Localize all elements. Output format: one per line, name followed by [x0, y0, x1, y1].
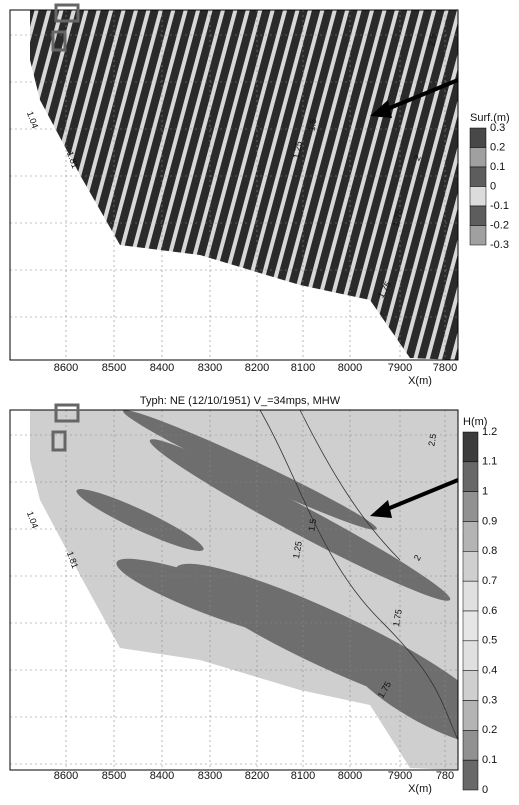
x-tick-label: 8100 [291, 362, 315, 374]
colorbar-title: H(m) [463, 416, 487, 428]
colorbar-label: 0.1 [490, 161, 505, 173]
x-tick-label: 8200 [245, 770, 269, 782]
colorbar-swatch [463, 701, 478, 731]
x-tick-label: 7900 [388, 362, 412, 374]
x-tick-label: 7800 [433, 362, 457, 374]
colorbar-swatch [463, 760, 478, 790]
contour-label: 1.5 [306, 118, 318, 132]
x-tick-label: 8300 [198, 770, 222, 782]
colorbar-label: 1.1 [482, 456, 497, 468]
colorbar-swatch [463, 522, 478, 552]
colorbar-swatch [463, 492, 478, 522]
colorbar-swatch [463, 671, 478, 701]
contour-label: 2.5 [426, 433, 438, 447]
x-tick-label: 8000 [338, 362, 362, 374]
contour-label: 2.5 [426, 33, 438, 47]
colorbar-swatch [470, 206, 486, 226]
colorbar-swatch [463, 432, 478, 462]
x-axis-label: X(m) [408, 783, 432, 795]
x-tick-label: 8600 [54, 770, 78, 782]
colorbar-label: 0.5 [482, 635, 497, 647]
colorbar-swatch [463, 581, 478, 611]
x-tick-label: 780 [436, 770, 454, 782]
colorbar-label: 1 [482, 486, 488, 498]
colorbar-label: 0.1 [482, 754, 497, 766]
colorbar-label: 0.2 [490, 141, 505, 153]
contour-label: 1.5 [306, 518, 318, 532]
figure: Typh: NE (12/10/1951) V_=34mps, MHW 8600… [0, 0, 519, 800]
colorbar-title: Surf.(m) [470, 112, 510, 124]
colorbar-swatch [463, 551, 478, 581]
colorbar-swatch [463, 462, 478, 492]
x-tick-label: 8200 [245, 362, 269, 374]
colorbar-swatch [470, 167, 486, 187]
colorbar-swatch [470, 128, 486, 148]
colorbar-swatch [463, 611, 478, 641]
colorbar-label: 0.4 [482, 665, 497, 677]
colorbar-swatch [470, 187, 486, 207]
colorbar-label: 0.9 [482, 515, 497, 527]
x-tick-label: 8400 [150, 362, 174, 374]
x-tick-label: 8300 [198, 362, 222, 374]
colorbar-swatch [463, 641, 478, 671]
colorbar-label: 0.2 [482, 724, 497, 736]
colorbar-label: -0.3 [490, 239, 509, 251]
x-tick-label: 8100 [291, 770, 315, 782]
x-axis-label: X(m) [408, 375, 432, 387]
colorbar-label: 0.6 [482, 605, 497, 617]
x-tick-label: 8000 [338, 770, 362, 782]
x-tick-label: 8500 [102, 362, 126, 374]
colorbar-label: 0 [482, 784, 488, 796]
x-tick-label: 8400 [150, 770, 174, 782]
caption: Typh: NE (12/10/1951) V_=34mps, MHW [140, 395, 341, 407]
x-tick-label: 8600 [54, 362, 78, 374]
colorbar-label: 0.7 [482, 575, 497, 587]
colorbar-label: 0 [490, 180, 496, 192]
colorbar-label: -0.1 [490, 200, 509, 212]
colorbar-swatch [463, 730, 478, 760]
colorbar-label: 0.3 [482, 694, 497, 706]
colorbar-swatch [470, 226, 486, 246]
x-tick-label: 8500 [102, 770, 126, 782]
colorbar-label: -0.2 [490, 219, 509, 231]
colorbar-swatch [470, 148, 486, 168]
x-tick-label: 7900 [388, 770, 412, 782]
colorbar-label: 0.8 [482, 545, 497, 557]
page: {"panels": [ {"x_ticks": ["8600", "8500"… [0, 0, 519, 800]
